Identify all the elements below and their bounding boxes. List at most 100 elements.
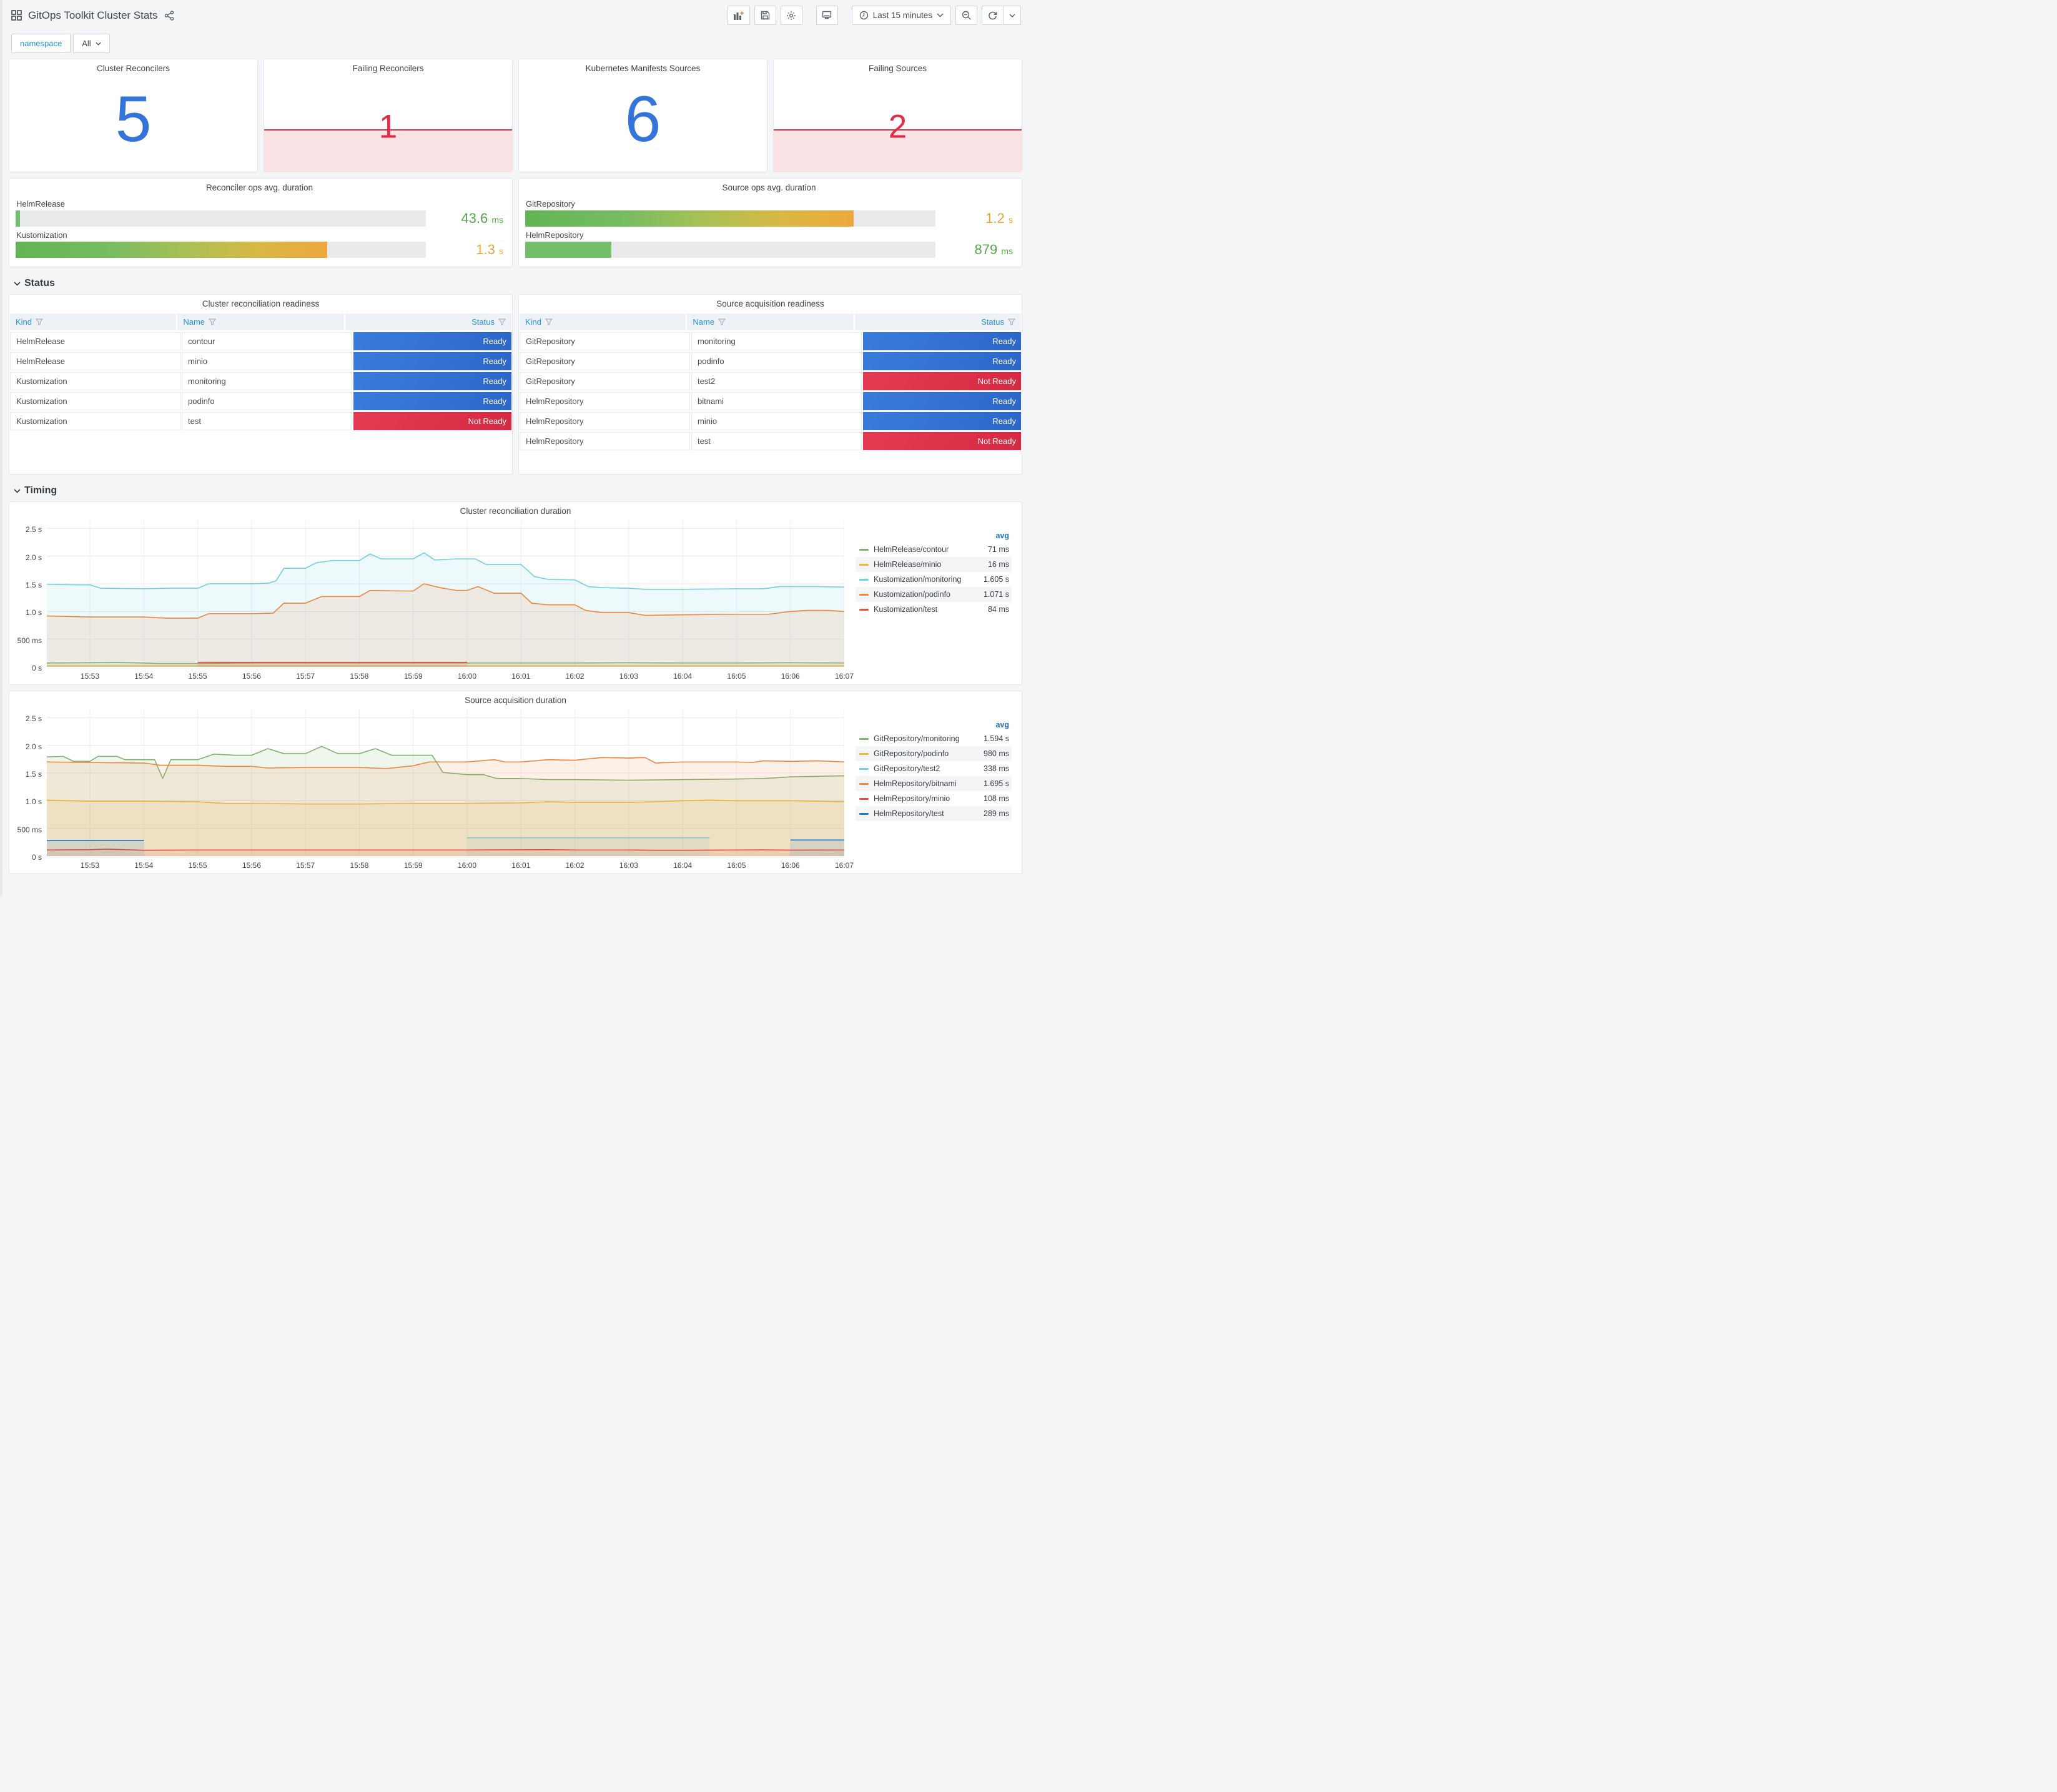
legend-series-avg: 1.695 s <box>983 779 1009 788</box>
panel-title[interactable]: Source acquisition readiness <box>716 299 824 308</box>
column-header-kind[interactable]: Kind <box>520 313 686 330</box>
legend-series-name[interactable]: Kustomization/test <box>874 605 938 614</box>
section-timing[interactable]: Timing <box>9 480 1022 501</box>
legend-item: HelmRelease/minio 16 ms <box>856 557 1012 572</box>
add-panel-button[interactable] <box>727 6 750 25</box>
y-tick-label: 500 ms <box>17 636 42 645</box>
panel-title[interactable]: Kubernetes Manifests Sources <box>585 64 701 73</box>
dashboard-grid-icon[interactable] <box>11 10 22 21</box>
zoom-out-button[interactable] <box>955 6 977 25</box>
legend-series-name[interactable]: Kustomization/podinfo <box>874 590 950 599</box>
panel-title[interactable]: Reconciler ops avg. duration <box>205 183 313 192</box>
table: Kind Name Status HelmRelease contour Ready Hel… <box>10 313 511 430</box>
y-tick-label: 1.0 s <box>25 608 42 618</box>
legend-series-name[interactable]: HelmRepository/minio <box>874 794 950 803</box>
share-icon[interactable] <box>164 10 174 21</box>
y-tick-label: 2.0 s <box>25 553 42 562</box>
threshold-fill <box>264 130 512 172</box>
cell-name: monitoring <box>182 372 352 390</box>
gauge-value: 1.2 s <box>944 210 1013 227</box>
chart-svg[interactable] <box>47 520 844 667</box>
legend-item: Kustomization/test 84 ms <box>856 602 1012 617</box>
cell-kind: HelmRepository <box>520 432 690 450</box>
status-badge: Not Ready <box>863 372 1021 390</box>
table-row: HelmRepository test Not Ready <box>520 432 1021 450</box>
legend: avg GitRepository/monitoring 1.594 s GitRep… <box>844 709 1018 871</box>
panel-title[interactable]: Source ops avg. duration <box>722 183 816 192</box>
x-tick-label: 16:06 <box>781 861 800 870</box>
y-axis: 0 s 500 ms 1.0 s 1.5 s 2.0 s 2.5 s <box>12 709 47 871</box>
legend-avg-header[interactable]: avg <box>995 531 1009 540</box>
gauge-number: 879 <box>974 242 998 257</box>
cell-kind: HelmRepository <box>520 412 690 430</box>
time-range-picker[interactable]: Last 15 minutes <box>851 6 951 25</box>
section-status-label: Status <box>24 278 55 288</box>
column-header-label: Status <box>981 317 1004 327</box>
cell-name: test2 <box>691 372 862 390</box>
column-header-name[interactable]: Name <box>687 313 854 330</box>
gauge-track <box>525 242 935 258</box>
legend-series-avg: 1.071 s <box>983 590 1009 599</box>
legend-series-avg: 1.605 s <box>983 575 1009 584</box>
cell-kind: GitRepository <box>520 372 690 390</box>
cell-status: Ready <box>863 332 1021 350</box>
column-header-label: Kind <box>525 317 542 327</box>
column-header-kind[interactable]: Kind <box>10 313 177 330</box>
cell-name: monitoring <box>691 332 862 350</box>
panel-title[interactable]: Failing Sources <box>868 64 927 73</box>
filter-funnel-icon <box>545 318 553 325</box>
save-dashboard-button[interactable] <box>754 6 776 25</box>
panel-title[interactable]: Failing Reconcilers <box>352 64 424 73</box>
plot-area[interactable]: 15:53 15:54 15:55 15:56 15:57 15:58 15:59 16:00… <box>47 520 854 682</box>
cycle-view-monitor-button[interactable] <box>816 6 838 25</box>
legend-series-name[interactable]: HelmRelease/minio <box>874 560 942 569</box>
panel-source-acquisition-duration: Source acquisition duration 0 s 500 ms 1.0 … <box>9 691 1022 874</box>
column-header-name[interactable]: Name <box>177 313 344 330</box>
cell-name: minio <box>691 412 862 430</box>
x-axis: 15:53 15:54 15:55 15:56 15:57 15:58 15:59 16:00… <box>47 667 854 682</box>
settings-gear-button[interactable] <box>780 6 802 25</box>
variable-namespace-value-dropdown[interactable]: All <box>73 34 110 53</box>
cell-status: Ready <box>353 392 511 410</box>
x-tick-label: 15:56 <box>242 861 261 870</box>
legend-series-name[interactable]: HelmRelease/contour <box>874 545 949 554</box>
cell-status: Ready <box>863 392 1021 410</box>
refresh-interval-dropdown[interactable] <box>1004 6 1021 25</box>
x-tick-label: 16:06 <box>781 672 800 681</box>
refresh-button[interactable] <box>982 6 1004 25</box>
toolbar: Last 15 minutes <box>723 6 1021 25</box>
column-header-status[interactable]: Status <box>854 313 1021 330</box>
cell-status: Not Ready <box>353 412 511 430</box>
column-header-label: Kind <box>16 317 32 327</box>
legend-series-name[interactable]: GitRepository/test2 <box>874 764 940 773</box>
legend-avg-header[interactable]: avg <box>995 721 1009 729</box>
threshold-fill <box>774 130 1022 172</box>
legend-series-name[interactable]: HelmRepository/test <box>874 809 944 818</box>
column-header-status[interactable]: Status <box>345 313 511 330</box>
x-tick-label: 16:05 <box>727 672 746 681</box>
threshold-line <box>774 129 1022 130</box>
gauge-fill <box>525 210 854 227</box>
legend-series-name[interactable]: GitRepository/podinfo <box>874 749 949 758</box>
gauge-number: 1.2 <box>985 210 1005 226</box>
legend-series-name[interactable]: GitRepository/monitoring <box>874 734 960 743</box>
y-tick-label: 2.5 s <box>25 714 42 724</box>
chart-svg[interactable] <box>47 709 844 856</box>
panel-title[interactable]: Cluster reconciliation readiness <box>202 299 320 308</box>
legend-series-name[interactable]: Kustomization/monitoring <box>874 575 962 584</box>
x-tick-label: 16:01 <box>511 672 531 681</box>
panel-title[interactable]: Source acquisition duration <box>465 696 566 705</box>
panel-title[interactable]: Cluster reconciliation duration <box>460 506 571 516</box>
series-color-swatch <box>859 812 869 815</box>
x-tick-label: 16:07 <box>834 672 854 681</box>
section-status[interactable]: Status <box>9 273 1022 294</box>
legend-item: Kustomization/monitoring 1.605 s <box>856 572 1012 587</box>
panel-title[interactable]: Cluster Reconcilers <box>96 64 170 73</box>
x-tick-label: 15:58 <box>350 672 369 681</box>
plot-area[interactable]: 15:53 15:54 15:55 15:56 15:57 15:58 15:59 16:00… <box>47 709 854 871</box>
gauge-row-kustomization: Kustomization 1.3 s <box>16 230 503 258</box>
table-row: HelmRepository minio Ready <box>520 412 1021 430</box>
legend-series-name[interactable]: HelmRepository/bitnami <box>874 779 957 788</box>
cell-name: test <box>691 432 862 450</box>
legend-series-avg: 289 ms <box>984 809 1009 818</box>
